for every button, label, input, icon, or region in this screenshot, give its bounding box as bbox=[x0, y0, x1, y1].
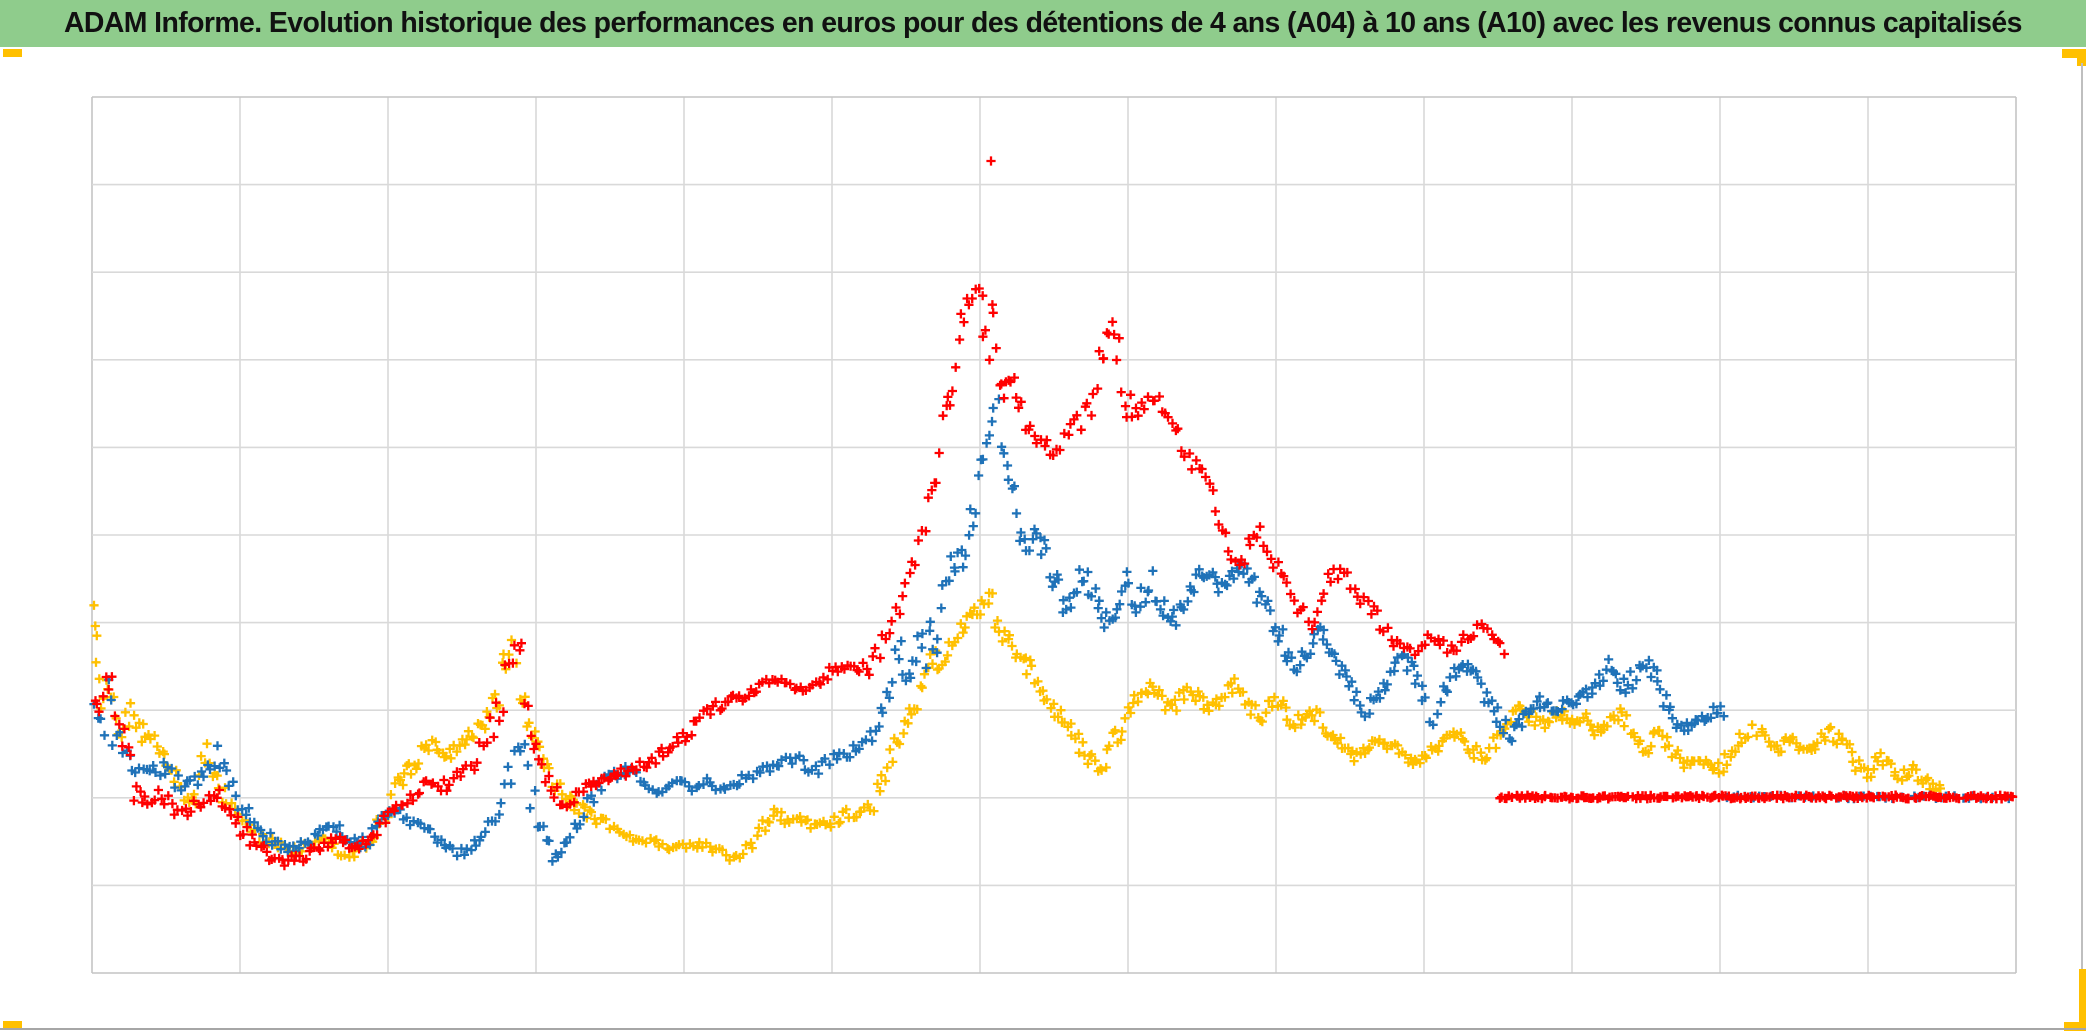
page-title: ADAM Informe. Evolution historique des p… bbox=[64, 7, 2022, 39]
accent-top-right-horizontal bbox=[2062, 49, 2086, 58]
chart-grid bbox=[91, 96, 2017, 974]
accent-top-right-vertical bbox=[2077, 49, 2086, 66]
accent-top-left bbox=[3, 49, 22, 57]
title-banner: ADAM Informe. Evolution historique des p… bbox=[0, 0, 2086, 47]
accent-bottom-left bbox=[3, 1021, 22, 1030]
bottom-border-line bbox=[0, 1028, 2086, 1030]
right-border-line bbox=[2081, 63, 2083, 969]
accent-bottom-right-vertical bbox=[2079, 969, 2086, 1031]
accent-bottom-right-foot bbox=[2064, 1022, 2086, 1031]
chart-series bbox=[89, 156, 2018, 871]
